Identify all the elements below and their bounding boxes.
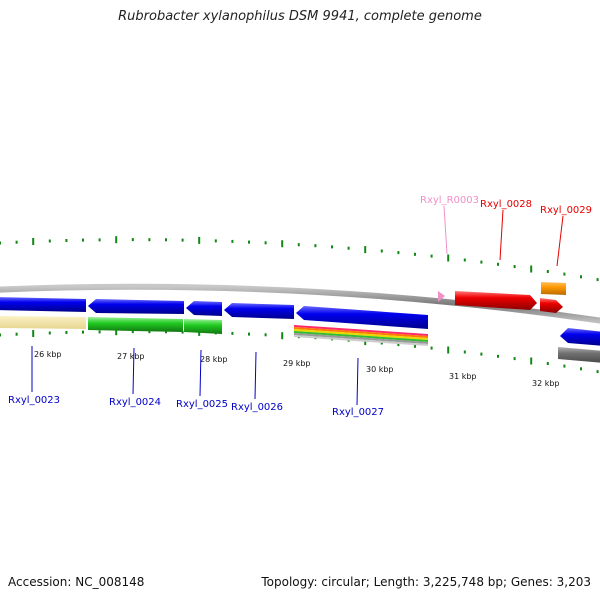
map-title: Rubrobacter xylanophilus DSM 9941, compl…	[118, 9, 482, 24]
gene-arrow-rxyl-0025[interactable]	[186, 301, 222, 316]
gene-label-rxyl-0026: Rxyl_0026	[231, 402, 283, 413]
gene-label-rxyl-0024: Rxyl_0024	[109, 397, 161, 408]
scale-label-26kbp: 26 kbp	[34, 350, 62, 359]
gene-label-rxyl-0027: Rxyl_0027	[332, 407, 384, 418]
gene-arrow-rxyl-0027[interactable]	[296, 306, 428, 329]
gene-arrow-rxyl-0023[interactable]	[0, 297, 86, 312]
genome-summary-text: Topology: circular; Length: 3,225,748 bp…	[261, 575, 591, 589]
accession-text: Accession: NC_008148	[8, 575, 145, 589]
gene-label-leaders	[31, 205, 564, 406]
scale-label-31kbp: 31 kbp	[449, 372, 477, 381]
gene-arrow-rxyl-0026[interactable]	[224, 303, 294, 319]
gene-label-rxyl-0023: Rxyl_0023	[8, 395, 60, 406]
gene-arrow-rxyl-0028[interactable]	[455, 291, 537, 310]
outer-tick-ring	[0, 236, 599, 282]
gene-label-rxyl-0025: Rxyl_0025	[176, 399, 228, 410]
gene-arrow-rxyl-0029[interactable]	[540, 298, 563, 313]
scale-label-30kbp: 30 kbp	[366, 365, 394, 374]
feature-bar-green-1	[88, 317, 183, 332]
gene-arrow-rxyl-r0003[interactable]	[438, 291, 445, 302]
gene-arrow-rxyl-0024[interactable]	[88, 299, 184, 314]
gene-label-rxyl-r0003: Rxyl_R0003	[420, 195, 479, 206]
feature-band-multicolor	[294, 325, 428, 346]
feature-bar-gray-right	[558, 347, 600, 363]
genome-backbone	[0, 283, 600, 324]
scale-label-32kbp: 32 kbp	[532, 379, 560, 388]
gene-labels: Rxyl_0023 Rxyl_0024 Rxyl_0025 Rxyl_0026 …	[8, 195, 592, 418]
scale-labels: 26 kbp 27 kbp 28 kbp 29 kbp 30 kbp 31 kb…	[34, 350, 560, 388]
gene-arrow-edge-right[interactable]	[560, 328, 600, 346]
map-footer: Accession: NC_008148 Topology: circular;…	[8, 575, 591, 589]
gene-label-rxyl-0029: Rxyl_0029	[540, 205, 592, 216]
gene-box-orange[interactable]	[541, 282, 566, 295]
feature-bar-green-2	[184, 319, 222, 334]
gene-label-rxyl-0028: Rxyl_0028	[480, 199, 532, 210]
feature-bar-cream	[0, 316, 86, 329]
scale-label-29kbp: 29 kbp	[283, 359, 311, 368]
scale-label-27kbp: 27 kbp	[117, 352, 145, 361]
scale-label-28kbp: 28 kbp	[200, 355, 228, 364]
